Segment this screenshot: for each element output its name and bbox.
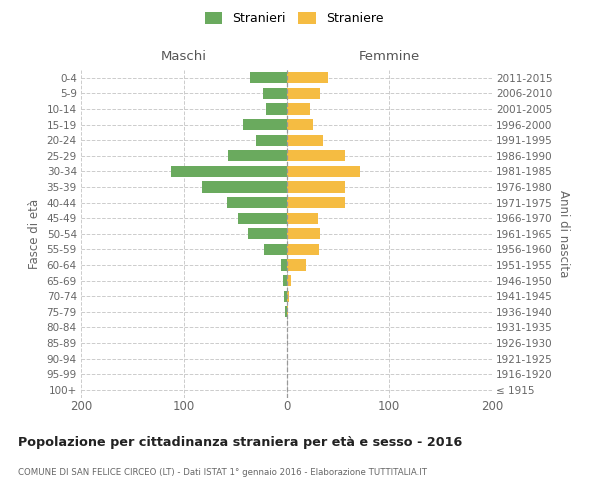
Bar	[287, 104, 310, 115]
Bar	[287, 260, 306, 270]
Text: Popolazione per cittadinanza straniera per età e sesso - 2016: Popolazione per cittadinanza straniera p…	[18, 436, 462, 449]
Bar	[263, 88, 287, 99]
Bar	[256, 134, 287, 146]
Bar	[238, 212, 287, 224]
Bar	[284, 290, 287, 302]
Bar	[287, 88, 320, 99]
Bar	[287, 182, 345, 192]
Bar	[172, 166, 287, 177]
Bar	[266, 104, 287, 115]
Text: Femmine: Femmine	[359, 50, 420, 64]
Bar	[244, 119, 287, 130]
Bar	[287, 275, 290, 286]
Bar	[287, 150, 345, 162]
Bar	[287, 119, 313, 130]
Bar	[287, 166, 361, 177]
Y-axis label: Anni di nascita: Anni di nascita	[557, 190, 569, 278]
Bar	[287, 290, 289, 302]
Bar	[264, 244, 287, 255]
Bar	[283, 275, 287, 286]
Bar	[281, 260, 287, 270]
Bar	[287, 212, 319, 224]
Bar	[287, 72, 328, 84]
Bar	[287, 228, 320, 239]
Bar	[287, 244, 319, 255]
Legend: Stranieri, Straniere: Stranieri, Straniere	[200, 6, 388, 30]
Bar	[287, 197, 345, 208]
Bar	[227, 197, 287, 208]
Text: COMUNE DI SAN FELICE CIRCEO (LT) - Dati ISTAT 1° gennaio 2016 - Elaborazione TUT: COMUNE DI SAN FELICE CIRCEO (LT) - Dati …	[18, 468, 427, 477]
Bar	[286, 306, 287, 318]
Bar	[248, 228, 287, 239]
Bar	[228, 150, 287, 162]
Bar	[202, 182, 287, 192]
Y-axis label: Fasce di età: Fasce di età	[28, 198, 41, 269]
Bar	[287, 134, 323, 146]
Bar	[250, 72, 287, 84]
Text: Maschi: Maschi	[161, 50, 207, 64]
